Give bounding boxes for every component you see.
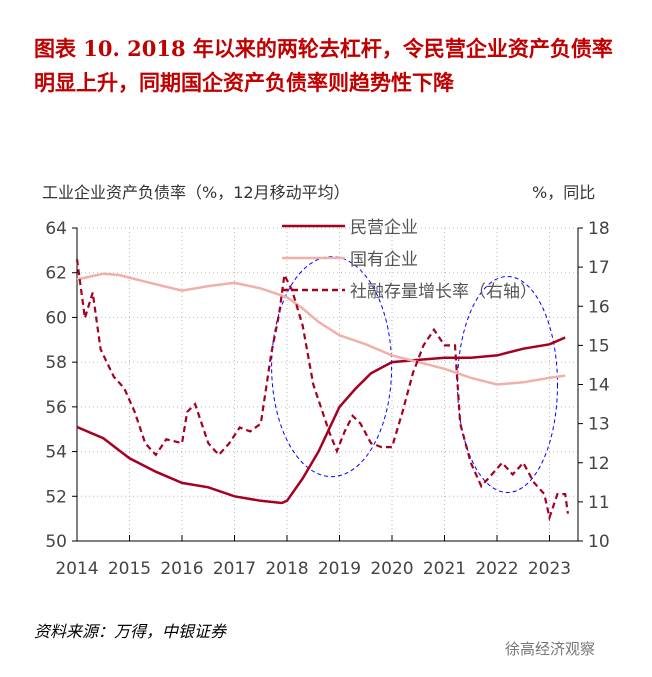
x-tick-label: 2016 bbox=[160, 559, 203, 579]
left-tick-label: 60 bbox=[45, 308, 67, 328]
legend-label: 社融存量增长率（右轴） bbox=[350, 282, 537, 302]
series-line-1 bbox=[76, 336, 566, 505]
left-tick-label: 54 bbox=[45, 443, 67, 463]
left-tick-label: 50 bbox=[45, 532, 67, 552]
series-line-3 bbox=[75, 259, 569, 522]
x-tick-label: 2018 bbox=[265, 559, 308, 579]
right-axis-label: %，同比 bbox=[532, 183, 595, 202]
right-tick-label: 17 bbox=[588, 258, 610, 278]
left-axis-label: 工业企业资产负债率（%，12月移动平均） bbox=[42, 183, 350, 202]
right-tick-label: 10 bbox=[588, 532, 610, 552]
annotation-ellipse bbox=[271, 256, 393, 478]
right-tick-label: 18 bbox=[588, 219, 610, 239]
legend-label: 国有企业 bbox=[350, 250, 418, 270]
left-tick-label: 52 bbox=[45, 487, 67, 507]
right-tick-label: 14 bbox=[588, 376, 610, 396]
x-tick-label: 2022 bbox=[475, 559, 518, 579]
x-tick-label: 2015 bbox=[108, 559, 151, 579]
x-tick-label: 2017 bbox=[213, 559, 256, 579]
x-tick-label: 2021 bbox=[423, 559, 466, 579]
left-tick-label: 56 bbox=[45, 398, 67, 418]
right-tick-label: 16 bbox=[588, 297, 610, 317]
x-tick-label: 2019 bbox=[318, 559, 361, 579]
right-tick-label: 12 bbox=[588, 454, 610, 474]
right-tick-label: 11 bbox=[588, 493, 610, 513]
watermark: 徐高经济观察 bbox=[505, 640, 596, 658]
series-line-2 bbox=[76, 272, 566, 386]
source-note: 资料来源：万得，中银证券 bbox=[34, 622, 227, 641]
left-tick-label: 64 bbox=[45, 219, 67, 239]
annotation-ellipse bbox=[457, 276, 558, 493]
right-tick-label: 15 bbox=[588, 336, 610, 356]
right-tick-label: 13 bbox=[588, 415, 610, 435]
legend-label: 民营企业 bbox=[350, 218, 418, 238]
left-tick-label: 62 bbox=[45, 264, 67, 284]
x-tick-label: 2020 bbox=[370, 559, 413, 579]
chart-title: 图表 10. 2018 年以来的两轮去杠杆，令民营企业资产负债率明显上升，同期国… bbox=[34, 36, 613, 95]
x-tick-label: 2023 bbox=[528, 559, 571, 579]
x-tick-label: 2014 bbox=[55, 559, 98, 579]
left-tick-label: 58 bbox=[45, 353, 67, 373]
